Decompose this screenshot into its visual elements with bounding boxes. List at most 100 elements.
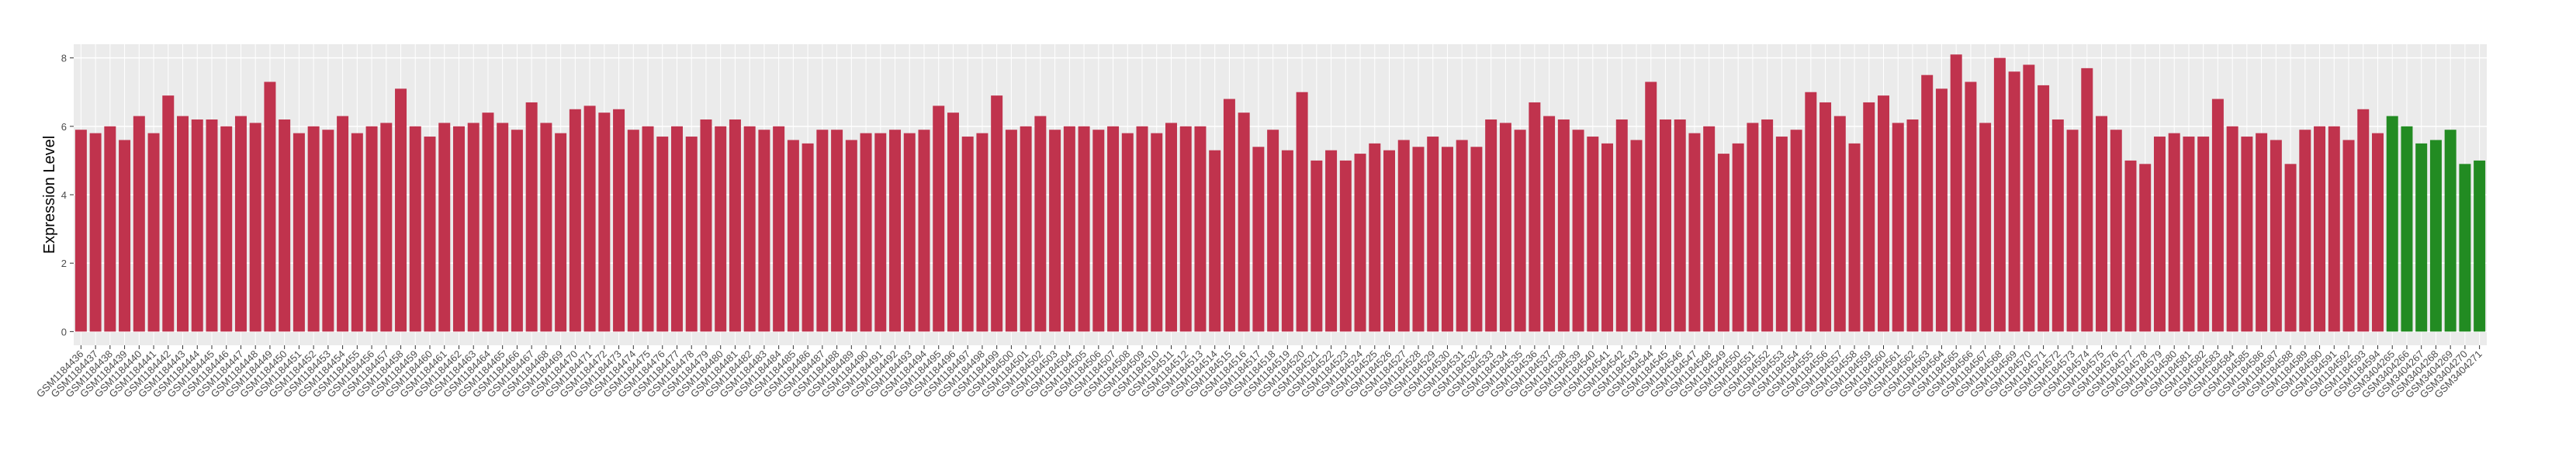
- bar: [700, 119, 712, 332]
- bar: [1049, 130, 1061, 332]
- bar: [685, 137, 698, 332]
- bar: [715, 126, 727, 332]
- bar: [1107, 126, 1120, 332]
- bar: [1747, 123, 1759, 332]
- bar: [889, 130, 902, 332]
- bar: [293, 133, 305, 332]
- bar: [1761, 119, 1774, 332]
- bar: [918, 130, 930, 332]
- bar: [1311, 160, 1323, 332]
- bar: [497, 123, 509, 332]
- bar: [1601, 143, 1614, 332]
- bar: [2314, 126, 2326, 332]
- bar: [322, 130, 334, 332]
- y-tick-label: 6: [61, 121, 67, 133]
- bar: [1339, 160, 1352, 332]
- bar: [1790, 130, 1802, 332]
- bar: [1470, 147, 1483, 332]
- bar: [2168, 133, 2180, 332]
- bar: [1485, 119, 1497, 332]
- bar: [1819, 102, 1832, 332]
- bar: [555, 133, 567, 332]
- bar: [104, 126, 116, 332]
- bar: [2211, 99, 2224, 332]
- bar: [1369, 143, 1381, 332]
- bar: [452, 126, 465, 332]
- bar: [1688, 133, 1701, 332]
- bar: [525, 102, 538, 332]
- bar: [119, 140, 131, 332]
- bar: [1267, 130, 1279, 332]
- bar: [831, 130, 843, 332]
- bar: [1499, 123, 1511, 332]
- bar: [2038, 85, 2050, 332]
- bar: [1179, 126, 1192, 332]
- y-tick-label: 8: [61, 53, 67, 64]
- bar: [133, 116, 145, 332]
- bar: [2429, 140, 2442, 332]
- bar: [1848, 143, 1861, 332]
- bar: [2153, 137, 2166, 332]
- bar: [511, 130, 523, 332]
- bar: [2139, 164, 2152, 332]
- bar: [2051, 119, 2064, 332]
- bar: [729, 119, 741, 332]
- bar: [1703, 126, 1716, 332]
- bar: [2386, 116, 2398, 332]
- bar: [2110, 130, 2122, 332]
- bar: [1383, 150, 1396, 332]
- bar: [991, 95, 1003, 332]
- bar: [1965, 81, 1977, 332]
- bar: [2444, 130, 2457, 332]
- bar: [307, 126, 320, 332]
- bar: [2415, 143, 2428, 332]
- bar: [816, 130, 829, 332]
- bar: [845, 140, 857, 332]
- bar: [1441, 147, 1453, 332]
- bar: [613, 109, 625, 332]
- bar: [1950, 54, 1962, 332]
- bar: [540, 123, 552, 332]
- bar: [2023, 64, 2035, 332]
- bar: [976, 133, 989, 332]
- bar: [2066, 130, 2079, 332]
- bar: [1296, 92, 1308, 332]
- bar: [1833, 116, 1846, 332]
- bar: [860, 133, 872, 332]
- bar: [1630, 140, 1643, 332]
- bar: [903, 133, 916, 332]
- bar: [1456, 140, 1468, 332]
- bar: [1993, 57, 2006, 332]
- bar: [1238, 112, 1250, 332]
- bar: [351, 133, 363, 332]
- bar: [2328, 126, 2340, 332]
- y-axis-label: Expression Level: [41, 136, 58, 254]
- bar: [2256, 133, 2268, 332]
- bar: [2226, 126, 2238, 332]
- bar: [598, 112, 611, 332]
- bar: [1121, 133, 1134, 332]
- bar: [2342, 140, 2355, 332]
- bar: [1878, 95, 1889, 332]
- bar: [947, 112, 959, 332]
- bar: [2357, 109, 2370, 332]
- bar: [424, 137, 436, 332]
- bar: [1659, 119, 1671, 332]
- bar: [365, 126, 378, 332]
- bar: [1325, 150, 1338, 332]
- bar: [1543, 116, 1556, 332]
- bar: [1281, 150, 1293, 332]
- bar: [89, 133, 102, 332]
- bar: [1615, 119, 1628, 332]
- bar: [2284, 164, 2297, 332]
- bar: [2124, 160, 2137, 332]
- bar: [2401, 126, 2413, 332]
- bar: [758, 130, 770, 332]
- bar: [1935, 88, 1948, 332]
- bar: [933, 106, 945, 332]
- bar: [1078, 126, 1090, 332]
- bar: [642, 126, 654, 332]
- bar: [1775, 137, 1788, 332]
- bar: [220, 126, 233, 332]
